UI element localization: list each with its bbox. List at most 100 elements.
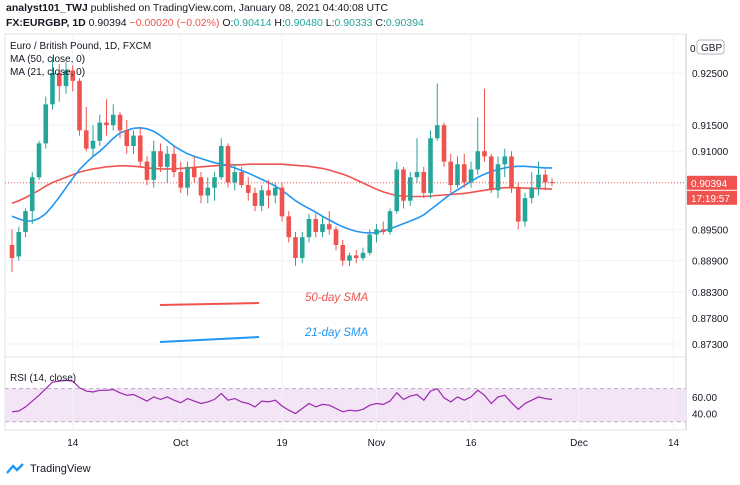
candle-down — [191, 166, 197, 178]
candle-down — [158, 151, 163, 167]
high-label: H: — [274, 17, 285, 29]
author-name[interactable]: analyst101_TWJ — [6, 2, 88, 14]
candle-up — [185, 166, 190, 188]
candle-up — [320, 224, 325, 232]
price-pane-border — [4, 33, 687, 358]
footer-brand[interactable]: TradingView — [30, 463, 91, 475]
ma50-line — [11, 163, 553, 205]
last-price-tag — [687, 175, 737, 190]
candle-up — [23, 211, 28, 232]
time-axis-label: 19 — [276, 438, 288, 449]
time-axis-label: Oct — [173, 438, 189, 449]
candle-down — [482, 151, 487, 157]
price-axis-label: 0.87800 — [692, 314, 729, 325]
candle-up — [90, 140, 96, 149]
open-label: O: — [222, 17, 234, 29]
candle-down — [313, 218, 319, 232]
candle-down — [401, 169, 406, 201]
high-value: 0.90480 — [284, 17, 323, 29]
grid — [5, 34, 686, 430]
candle-up — [164, 153, 170, 167]
open-value: 0.90414 — [233, 17, 272, 29]
candle-down — [198, 177, 204, 196]
time-axis-label: 16 — [465, 438, 477, 449]
candle-down — [245, 185, 251, 193]
countdown-tag — [687, 190, 737, 205]
candle-down — [266, 190, 271, 196]
candle-up — [212, 177, 217, 188]
candle-up — [29, 177, 35, 212]
time-axis[interactable]: 14Oct19Nov16Dec1420211 — [67, 438, 740, 449]
candle-up — [50, 73, 55, 105]
candle-up — [394, 169, 400, 212]
candle-up — [218, 146, 224, 178]
time-axis-label: Dec — [570, 438, 588, 449]
publish-info: analyst101_TWJ published on TradingView.… — [6, 2, 388, 14]
candle-up — [495, 164, 501, 191]
time-axis-label: Nov — [368, 438, 386, 449]
candle-down — [441, 125, 447, 162]
tradingview-logo-icon[interactable] — [6, 462, 26, 476]
currency-badge-box[interactable] — [696, 39, 725, 55]
candle-up — [428, 138, 433, 193]
candle-down — [286, 216, 292, 238]
candle-up — [97, 122, 103, 141]
candle-up — [374, 229, 379, 235]
price-axis-label: 0.89500 — [692, 225, 729, 236]
candle-down — [9, 244, 15, 259]
candle-down — [279, 187, 285, 217]
rsi-axis-60: 60.00 — [692, 393, 717, 404]
candle-down — [171, 153, 177, 173]
candle-down — [56, 73, 62, 87]
candle-down — [178, 172, 184, 188]
rsi-band — [5, 388, 686, 422]
price-axis-label: 0.91500 — [692, 121, 729, 132]
candle-down — [488, 156, 494, 191]
candle-down — [421, 172, 427, 193]
time-axis-label: 14 — [668, 438, 680, 449]
close-value: 0.90394 — [385, 17, 424, 29]
candle-down — [117, 114, 123, 131]
candle-down — [509, 156, 514, 188]
candle-up — [455, 164, 460, 186]
candle-down — [144, 161, 150, 180]
change-value: −0.00020 (−0.02%) — [129, 17, 220, 29]
candle-down — [353, 255, 359, 259]
candle-down — [124, 130, 130, 147]
candle-down — [239, 172, 244, 186]
candle-down — [333, 229, 339, 245]
currency-badge: GBP — [701, 43, 722, 54]
legend-ma50[interactable]: MA (50, close, 0) — [10, 54, 85, 65]
rsi-title[interactable]: RSI (14, close) — [10, 373, 76, 384]
price-axis[interactable]: 0.92500 0.91500 0.91000 0.89500 0.88900 0.883… — [692, 69, 729, 351]
countdown-tag-text: 17:19:57 — [691, 194, 730, 205]
candle-down — [70, 70, 76, 81]
sma21-annotation-line — [159, 336, 260, 343]
candle-up — [151, 151, 157, 180]
price-axis-label: 0.88900 — [692, 257, 729, 268]
last-price-tag-text: 0.90394 — [691, 179, 728, 190]
candle-down — [225, 146, 231, 183]
low-value: 0.90333 — [334, 17, 373, 29]
footer: TradingView — [6, 462, 91, 476]
close-label: C: — [375, 17, 386, 29]
last-price: 0.90394 — [88, 17, 127, 29]
candle-down — [104, 122, 109, 126]
candle-down — [380, 229, 386, 232]
candle-up — [434, 125, 440, 139]
candle-up — [387, 211, 393, 232]
candle-down — [448, 161, 454, 186]
candle-up — [205, 187, 211, 196]
legend-ma21[interactable]: MA (21, close, 0) — [10, 67, 85, 78]
candle-up — [407, 177, 413, 201]
symbol: FX:EURGBP, 1D — [6, 17, 86, 29]
candle-down — [542, 174, 548, 183]
ma50-layer — [11, 163, 553, 205]
candle-down — [77, 80, 82, 131]
candle-up — [347, 255, 352, 261]
rsi-line — [11, 379, 553, 415]
candle-down — [340, 244, 346, 261]
candle-up — [36, 143, 42, 178]
candle-up — [502, 156, 508, 165]
